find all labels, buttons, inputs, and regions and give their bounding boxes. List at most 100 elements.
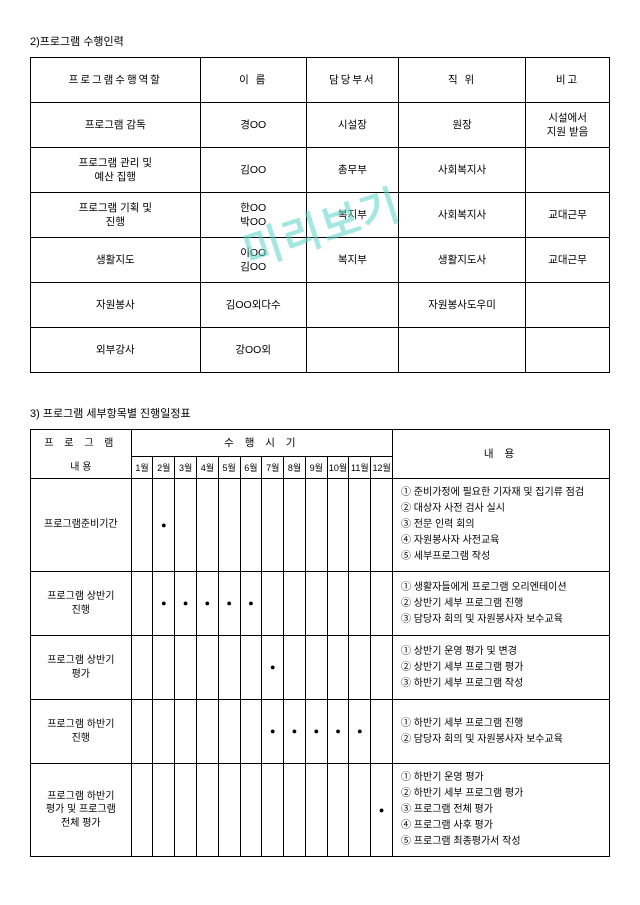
month-header: 10월 xyxy=(327,457,349,479)
month-header: 12월 xyxy=(371,457,393,479)
schedule-dot-cell: ● xyxy=(175,572,197,636)
t1-header-2: 담당부서 xyxy=(306,58,398,103)
schedule-dot-cell xyxy=(305,636,327,700)
t1-cell: 경OO xyxy=(200,103,306,148)
schedule-dot-cell xyxy=(349,572,371,636)
schedule-dot-cell xyxy=(240,700,262,764)
schedule-dot-cell xyxy=(131,636,153,700)
schedule-desc: ① 하반기 세부 프로그램 진행 ② 담당자 회의 및 자원봉사자 보수교육 xyxy=(393,700,610,764)
t1-cell: 사회복지사 xyxy=(399,148,526,193)
schedule-dot-cell xyxy=(327,764,349,857)
t1-header-3: 직 위 xyxy=(399,58,526,103)
schedule-dot-cell xyxy=(153,636,175,700)
t1-cell: 김OO외다수 xyxy=(200,283,306,328)
col-desc: 내 용 xyxy=(393,430,610,479)
schedule-dot-cell xyxy=(327,572,349,636)
schedule-dot-cell xyxy=(305,764,327,857)
schedule-dot-cell xyxy=(131,479,153,572)
schedule-dot-cell xyxy=(218,636,240,700)
t1-header-1: 이 름 xyxy=(200,58,306,103)
month-header: 7월 xyxy=(262,457,284,479)
schedule-dot-cell: ● xyxy=(240,572,262,636)
col-program-bot: 내 용 xyxy=(31,457,132,479)
schedule-dot-cell xyxy=(371,636,393,700)
schedule-dot-cell xyxy=(349,636,371,700)
schedule-dot-cell xyxy=(284,636,306,700)
personnel-table: 프로그램수행역할이 름담당부서직 위비고 프로그램 감독경OO시설장원장시설에서… xyxy=(30,57,610,373)
t1-cell xyxy=(526,148,610,193)
schedule-dot-cell: ● xyxy=(262,700,284,764)
month-header: 11월 xyxy=(349,457,371,479)
schedule-dot-cell: ● xyxy=(327,700,349,764)
col-program-top: 프 로 그 램 xyxy=(31,430,132,457)
schedule-dot-cell: ● xyxy=(196,572,218,636)
schedule-row-label: 프로그램 상반기 진행 xyxy=(31,572,132,636)
t1-cell xyxy=(306,328,398,373)
schedule-desc: ① 상반기 운영 평가 및 변경 ② 상반기 세부 프로그램 평가 ③ 하반기 … xyxy=(393,636,610,700)
schedule-dot-cell xyxy=(327,636,349,700)
t1-cell: 복지부 xyxy=(306,238,398,283)
schedule-desc: ① 준비가정에 필요한 기자재 및 집기류 점검 ② 대상자 사전 검사 실시 … xyxy=(393,479,610,572)
schedule-dot-cell xyxy=(240,479,262,572)
schedule-dot-cell xyxy=(284,479,306,572)
t1-cell: 프로그램 감독 xyxy=(31,103,201,148)
schedule-dot-cell: ● xyxy=(153,572,175,636)
col-period: 수 행 시 기 xyxy=(131,430,392,457)
t1-cell: 이OO 김OO xyxy=(200,238,306,283)
month-header: 4월 xyxy=(196,457,218,479)
schedule-dot-cell xyxy=(196,479,218,572)
month-header: 2월 xyxy=(153,457,175,479)
schedule-dot-cell xyxy=(371,572,393,636)
schedule-dot-cell xyxy=(284,572,306,636)
schedule-dot-cell xyxy=(175,479,197,572)
schedule-dot-cell xyxy=(262,764,284,857)
schedule-desc: ① 생활자들에게 프로그램 오리엔테이션 ② 상반기 세부 프로그램 진행 ③ … xyxy=(393,572,610,636)
schedule-dot-cell: ● xyxy=(153,479,175,572)
schedule-dot-cell xyxy=(153,700,175,764)
schedule-dot-cell xyxy=(305,479,327,572)
t1-cell: 한OO 박OO xyxy=(200,193,306,238)
schedule-dot-cell xyxy=(131,764,153,857)
schedule-table: 프 로 그 램 수 행 시 기 내 용 내 용 1월2월3월4월5월6월7월8월… xyxy=(30,429,610,857)
schedule-dot-cell xyxy=(371,700,393,764)
t1-cell: 시설장 xyxy=(306,103,398,148)
month-header: 9월 xyxy=(305,457,327,479)
t1-header-0: 프로그램수행역할 xyxy=(31,58,201,103)
schedule-dot-cell: ● xyxy=(305,700,327,764)
t1-cell: 사회복지사 xyxy=(399,193,526,238)
schedule-dot-cell xyxy=(349,764,371,857)
schedule-dot-cell xyxy=(262,479,284,572)
t1-cell: 교대근무 xyxy=(526,193,610,238)
schedule-dot-cell xyxy=(196,700,218,764)
schedule-dot-cell xyxy=(240,764,262,857)
schedule-dot-cell xyxy=(218,479,240,572)
schedule-dot-cell xyxy=(284,764,306,857)
schedule-dot-cell: ● xyxy=(371,764,393,857)
t1-cell: 생활지도 xyxy=(31,238,201,283)
schedule-desc: ① 하반기 운영 평가 ② 하반기 세부 프로그램 평가 ③ 프로그램 전체 평… xyxy=(393,764,610,857)
month-header: 5월 xyxy=(218,457,240,479)
schedule-dot-cell xyxy=(175,700,197,764)
t1-cell: 자원봉사도우미 xyxy=(399,283,526,328)
t1-cell xyxy=(526,328,610,373)
schedule-row-label: 프로그램준비기간 xyxy=(31,479,132,572)
schedule-dot-cell xyxy=(218,700,240,764)
month-header: 1월 xyxy=(131,457,153,479)
schedule-dot-cell xyxy=(240,636,262,700)
t1-cell: 복지부 xyxy=(306,193,398,238)
t1-cell: 자원봉사 xyxy=(31,283,201,328)
section2-title: 2)프로그램 수행인력 xyxy=(30,33,610,49)
schedule-row-label: 프로그램 하반기 진행 xyxy=(31,700,132,764)
schedule-dot-cell xyxy=(175,764,197,857)
schedule-dot-cell xyxy=(262,572,284,636)
schedule-dot-cell xyxy=(175,636,197,700)
t1-cell: 외부강사 xyxy=(31,328,201,373)
schedule-dot-cell xyxy=(131,572,153,636)
month-header: 6월 xyxy=(240,457,262,479)
month-header: 3월 xyxy=(175,457,197,479)
schedule-row-label: 프로그램 하반기 평가 및 프로그램 전체 평가 xyxy=(31,764,132,857)
month-header: 8월 xyxy=(284,457,306,479)
section3-title: 3) 프로그램 세부항목별 진행일정표 xyxy=(30,405,610,421)
schedule-dot-cell xyxy=(218,764,240,857)
schedule-dot-cell xyxy=(349,479,371,572)
